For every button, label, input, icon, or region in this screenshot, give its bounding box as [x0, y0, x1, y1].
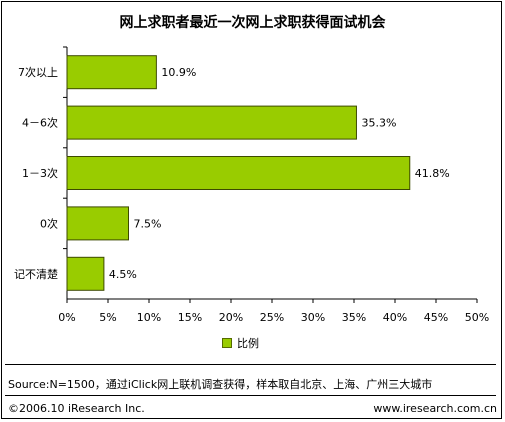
category-label: 7次以上	[18, 65, 58, 79]
category-label: 4－6次	[22, 116, 58, 130]
category-label: 1－3次	[22, 166, 58, 180]
copyright: ©2006.10 iResearch Inc.	[8, 402, 145, 415]
x-tick-label: 15%	[178, 311, 202, 324]
category-label: 记不清楚	[14, 267, 58, 281]
divider-bottom	[5, 395, 496, 396]
value-label: 7.5%	[134, 217, 162, 230]
value-label: 35.3%	[361, 117, 396, 130]
x-tick-label: 35%	[342, 311, 366, 324]
value-label: 10.9%	[161, 66, 196, 79]
legend-label: 比例	[237, 337, 259, 350]
x-tick-label: 40%	[383, 311, 407, 324]
x-tick-label: 5%	[99, 311, 116, 324]
bar	[66, 156, 411, 190]
website: www.iresearch.com.cn	[373, 402, 497, 415]
x-tick-label: 25%	[260, 311, 284, 324]
bar	[66, 206, 129, 241]
chart-title: 网上求职者最近一次网上求职获得面试机会	[119, 15, 386, 31]
source-note: Source:N=1500，通过iClick网上联机调查获得，样本取自北京、上海…	[8, 378, 433, 391]
category-label: 0次	[40, 216, 58, 230]
legend: 比例	[222, 336, 259, 350]
divider-top	[5, 364, 496, 365]
x-tick-label: 20%	[219, 311, 243, 324]
x-tick-label: 30%	[301, 311, 325, 324]
value-label: 4.5%	[109, 268, 137, 281]
x-tick-label: 10%	[137, 311, 161, 324]
bar	[66, 105, 357, 140]
bar	[66, 256, 105, 291]
x-tick-label: 0%	[58, 311, 75, 324]
x-tick-label: 50%	[465, 311, 489, 324]
legend-swatch	[222, 338, 232, 348]
bar	[66, 55, 157, 90]
value-label: 41.8%	[415, 167, 450, 180]
x-tick-label: 45%	[424, 311, 448, 324]
